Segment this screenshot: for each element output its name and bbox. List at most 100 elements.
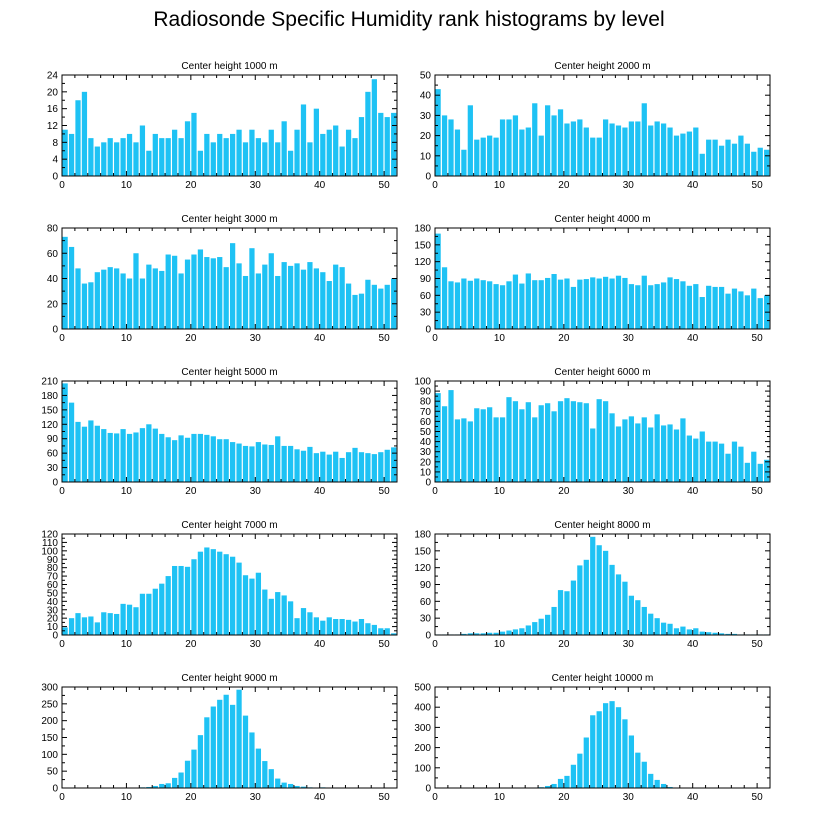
panel-4: Center height 4000 m 0 10 20 30 40 50 0 30 60 90 12… [414,214,771,344]
histogram-bar [275,142,281,176]
histogram-bar [101,142,107,176]
histogram-bar [461,418,467,482]
histogram-bar [242,275,249,329]
x-tick-label: 50 [379,333,391,344]
histogram-bar [487,281,493,329]
histogram-bar [680,133,686,176]
histogram-bar [622,581,628,635]
histogram-bar [648,613,654,635]
histogram-bar [751,151,757,176]
histogram-bar [435,89,441,176]
histogram-bar [333,125,339,176]
histogram-bar [114,268,120,329]
y-tick-label: 0 [52,172,58,183]
histogram-bar [590,277,596,329]
histogram-bar [532,280,538,329]
histogram-bar [255,748,262,788]
histogram-bar [654,284,660,329]
histogram-bar [551,606,557,635]
histogram-bar [268,444,274,482]
y-tick-label: 0 [52,325,58,336]
histogram-bar [557,590,564,635]
y-tick-label: 80 [420,397,432,408]
histogram-bar [731,288,738,329]
y-tick-label: 120 [41,420,58,431]
y-tick-label: 60 [420,597,432,608]
histogram-bar [570,121,577,176]
histogram-bar [326,617,332,635]
histogram-bar [545,277,551,329]
y-tick-label: 150 [414,546,431,557]
histogram-bar [391,447,397,482]
histogram-bar [107,267,113,329]
histogram-bar [551,783,557,788]
histogram-bar [210,142,216,176]
histogram-bar [751,451,757,482]
histogram-bar [236,263,242,329]
histogram-bar [139,593,146,635]
histogram-bar [313,453,319,482]
histogram-bar [275,436,281,482]
histogram-bar [609,413,615,482]
histogram-bar [751,288,757,329]
plot-frame [61,686,398,789]
histogram-bar [358,117,365,176]
histogram-bar [217,551,223,635]
y-tick-label: 16 [47,104,59,115]
histogram-bar [223,439,229,482]
histogram-bar [512,115,519,176]
histogram-bar [699,431,705,482]
histogram-bar [731,143,738,176]
histogram-bar [88,138,94,176]
histogram-bar [352,138,358,176]
histogram-bar [551,274,557,329]
panel-title: Center height 9000 m [181,673,277,684]
y-tick-label: 30 [420,111,432,122]
histogram-bar [191,112,197,176]
panel-title: Center height 1000 m [181,61,277,72]
histogram-bar [281,121,287,176]
histogram-bar [583,279,589,329]
histogram-bar [230,442,236,482]
histogram-bar [101,612,107,635]
histogram-bar [300,608,307,635]
x-tick-label: 20 [185,333,197,344]
histogram-bar [94,425,100,482]
histogram-bar [725,139,731,176]
histogram-bar [384,628,390,635]
histogram-bar [532,417,538,482]
y-tick-label: 60 [47,580,59,591]
y-tick-label: 10 [47,622,59,633]
panel-title: Center height 10000 m [552,673,654,684]
histogram-bar [564,591,570,635]
histogram-bar [178,138,184,176]
histogram-bar [648,773,654,788]
x-tick-label: 20 [185,486,197,497]
histogram-bar [660,622,667,635]
y-tick-label: 30 [47,463,59,474]
plot-frame [434,686,771,789]
histogram-bar [326,129,332,176]
histogram-bar [178,565,184,635]
histogram-bar [345,129,352,176]
histogram-bar [384,117,390,176]
histogram-bar [68,246,75,329]
histogram-bar [441,115,448,176]
histogram-bar [641,275,647,329]
histogram-bar [81,426,88,482]
histogram-bar [378,112,384,176]
histogram-bar [622,419,628,482]
x-tick-label: 10 [121,486,133,497]
histogram-bar [635,121,641,176]
histogram-bar [525,273,531,329]
histogram-bar [165,437,171,482]
y-tick-label: 100 [414,763,431,774]
histogram-bar [764,459,770,482]
histogram-bar [114,142,120,176]
histogram-bar [191,254,197,329]
y-tick-label: 60 [420,291,432,302]
x-tick-label: 0 [432,180,438,191]
histogram-bar [564,123,570,176]
histogram-bar [660,425,667,482]
histogram-bar [152,133,158,176]
